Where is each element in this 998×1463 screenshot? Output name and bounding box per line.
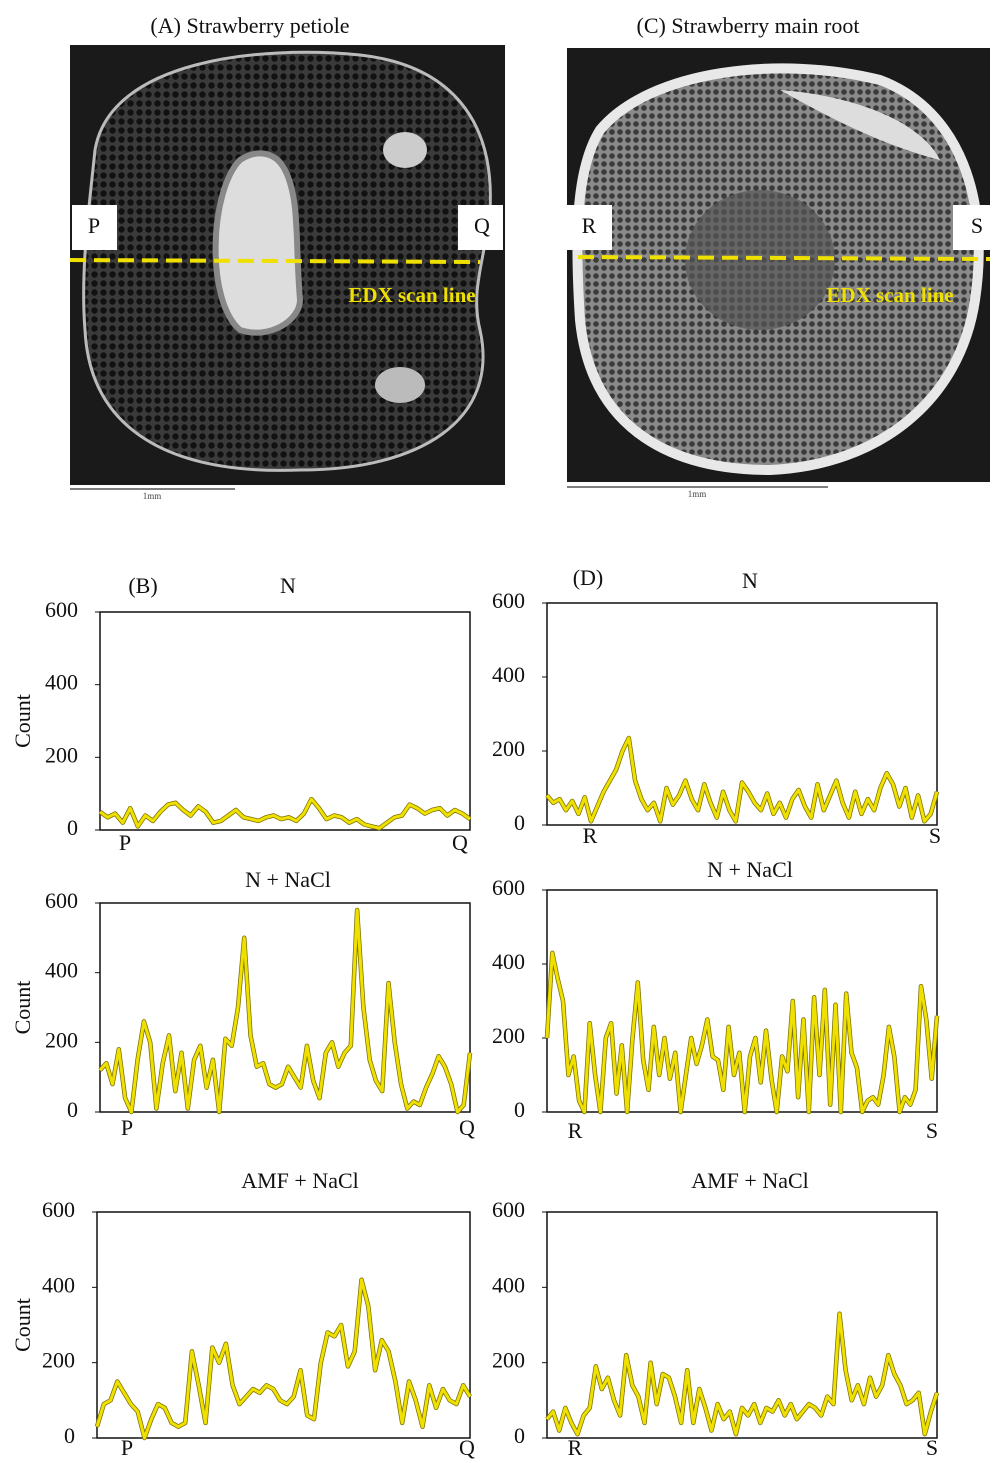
micrograph [70,45,505,485]
y-axis-label: Count [10,1298,35,1352]
y-tick-label: 600 [45,888,78,913]
micrograph [567,48,990,482]
line [545,1312,939,1436]
x-start-label: P [121,1435,133,1460]
y-tick-label: 0 [514,1423,525,1448]
scan-line-label: EDX scan line [348,283,475,307]
x-start-label: P [119,830,131,855]
label-box [567,205,612,250]
scan-start-label: R [582,213,597,238]
scan-line [577,255,991,261]
x-end-label: S [929,823,941,848]
scale-label: 1mm [688,489,707,499]
plot-frame [546,1211,938,1439]
plot-frame [96,1211,471,1439]
line-outline [545,1311,940,1437]
scale-label: 1mm [143,491,162,501]
y-tick-label: 400 [492,1272,525,1297]
x-start-label: R [583,823,598,848]
y-tick-label: 0 [64,1423,75,1448]
y-tick-label: 400 [45,670,78,695]
line [98,908,472,1114]
plot-frame [99,902,471,1113]
chart-title: N [280,573,296,598]
x-start-label: P [121,1115,133,1140]
scan-line [69,258,481,264]
x-end-label: Q [459,1435,475,1460]
y-tick-label: 600 [492,588,525,613]
y-tick-label: 600 [45,597,78,622]
chart-title: AMF + NaCl [241,1168,359,1193]
chart-title: AMF + NaCl [691,1168,809,1193]
panel-title: (A) Strawberry petiole [150,13,349,38]
y-tick-label: 400 [492,662,525,687]
y-tick-label: 200 [45,1027,78,1052]
y-tick-label: 0 [514,1097,525,1122]
y-tick-label: 600 [42,1197,75,1222]
chart-title: N + NaCl [245,867,331,892]
y-tick-label: 0 [67,1097,78,1122]
x-end-label: S [926,1435,938,1460]
x-end-label: S [926,1118,938,1143]
label-box [458,205,503,250]
y-tick-label: 0 [514,810,525,835]
plot-frame [99,611,471,831]
y-tick-label: 0 [67,815,78,840]
panel-title: (C) Strawberry main root [637,13,860,38]
x-start-label: R [568,1435,583,1460]
y-axis-label: Count [10,694,35,748]
line [95,1278,472,1440]
y-tick-label: 200 [42,1348,75,1373]
x-start-label: R [568,1118,583,1143]
chart-title: N + NaCl [707,857,793,882]
line-outline [98,796,472,831]
scan-start-label: P [88,213,100,238]
y-tick-label: 400 [492,949,525,974]
line [99,797,471,830]
label-box [953,205,998,250]
y-tick-label: 200 [492,1348,525,1373]
line-outline [545,735,940,824]
plot-frame [546,889,938,1113]
line-outline [98,907,473,1115]
plot-frame [546,602,938,826]
panel-label: (B) [128,573,157,598]
x-end-label: Q [459,1115,475,1140]
label-box [72,205,117,250]
line [545,736,939,823]
y-axis-label: Count [10,981,35,1035]
y-tick-label: 200 [492,1023,525,1048]
scan-end-label: S [971,213,983,238]
y-tick-label: 200 [492,736,525,761]
panel-label: (D) [573,565,604,590]
scan-end-label: Q [474,213,490,238]
y-tick-label: 600 [492,875,525,900]
y-tick-label: 600 [492,1197,525,1222]
x-end-label: Q [452,830,468,855]
scan-line-label: EDX scan line [826,283,953,307]
chart-title: N [742,568,758,593]
y-tick-label: 400 [45,958,78,983]
y-tick-label: 400 [42,1272,75,1297]
y-tick-label: 200 [45,742,78,767]
line [545,951,939,1114]
